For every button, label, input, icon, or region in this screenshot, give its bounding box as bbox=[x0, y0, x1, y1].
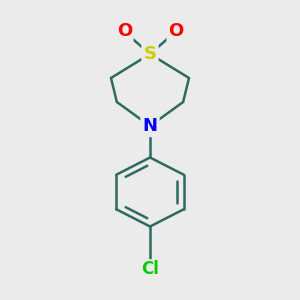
Text: S: S bbox=[143, 45, 157, 63]
Text: O: O bbox=[117, 22, 132, 40]
Text: N: N bbox=[142, 117, 158, 135]
Text: O: O bbox=[168, 22, 183, 40]
Text: Cl: Cl bbox=[141, 260, 159, 278]
